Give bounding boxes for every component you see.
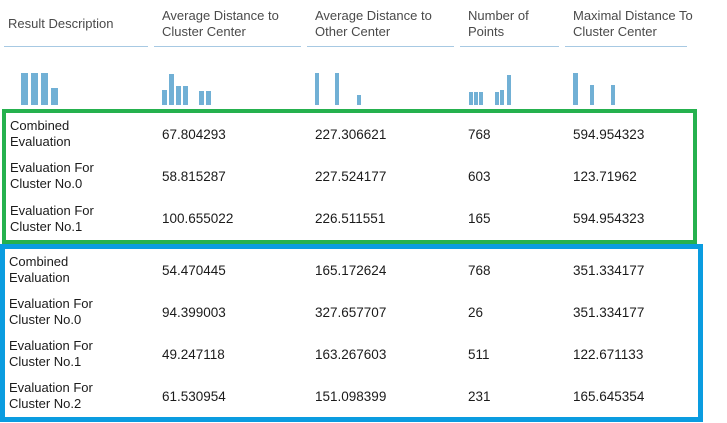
histogram-bar (500, 90, 504, 105)
cell-value: 351.334177 (573, 304, 645, 320)
cell-value: 227.524177 (315, 168, 387, 184)
histogram-bar (31, 73, 38, 105)
table-row: Evaluation For Cluster No.2 61.530954 151.… (5, 375, 698, 417)
histogram-bar (590, 85, 594, 105)
histogram-bar (199, 91, 204, 105)
cell-value: 594.954323 (573, 126, 645, 142)
histogram-bar (169, 74, 174, 105)
cell-result-description: Combined Evaluation (9, 254, 70, 285)
cell-value: 231 (468, 388, 491, 404)
table-row: Evaluation For Cluster No.1 100.655022 226… (6, 198, 693, 240)
column-header: Average Distance to Cluster Center (162, 7, 279, 39)
column-histogram[interactable] (565, 47, 727, 105)
green-group-box: Combined Evaluation 67.804293 227.306621 76… (2, 109, 697, 244)
column-header: Result Description (8, 15, 114, 31)
cell-value: 165.645354 (573, 388, 645, 404)
column-histogram[interactable] (154, 47, 307, 105)
cell-value: 26 (468, 304, 484, 320)
table-header-row: Result Description Average Distance to Cl… (0, 0, 727, 44)
table-row: Evaluation For Cluster No.0 58.815287 227.… (6, 155, 693, 197)
cell-value: 351.334177 (573, 262, 645, 278)
header-underline (307, 46, 454, 47)
column-histogram[interactable] (0, 47, 154, 105)
cell-value: 123.71962 (573, 168, 637, 184)
header-underline (4, 46, 148, 47)
column-histogram[interactable] (460, 47, 565, 105)
cell-result-description: Combined Evaluation (10, 118, 71, 150)
histogram-bar (479, 92, 483, 105)
cell-value: 67.804293 (162, 126, 226, 142)
cell-value: 227.306621 (315, 126, 387, 142)
histogram-bar (41, 73, 48, 105)
blue-group-box: Combined Evaluation 54.470445 165.172624 76… (0, 244, 703, 422)
histogram-bar (335, 73, 339, 105)
cell-result-description: Evaluation For Cluster No.0 (10, 160, 94, 192)
histogram-bar (507, 75, 511, 105)
histogram-bar (474, 92, 478, 105)
cell-result-description: Evaluation For Cluster No.2 (9, 380, 93, 411)
cell-value: 165.172624 (315, 262, 387, 278)
header-divider (0, 46, 727, 47)
histogram-bar (611, 85, 615, 105)
cell-value: 768 (468, 126, 491, 142)
header-underline (460, 46, 559, 47)
cell-value: 226.511551 (315, 211, 386, 227)
cell-value: 327.657707 (315, 304, 387, 320)
row-groups: Combined Evaluation 67.804293 227.306621 76… (0, 109, 727, 422)
table-row: Combined Evaluation 54.470445 165.172624 76… (5, 249, 698, 291)
cell-value: 94.399003 (162, 304, 226, 320)
cell-value: 61.530954 (162, 388, 226, 404)
header-underline (565, 46, 687, 47)
column-header: Average Distance to Other Center (315, 7, 432, 39)
table-row: Combined Evaluation 67.804293 227.306621 76… (6, 113, 693, 155)
histogram-bar (176, 86, 181, 105)
cell-value: 511 (468, 346, 490, 362)
cell-value: 54.470445 (162, 262, 226, 278)
histogram-bar (162, 90, 167, 105)
cell-result-description: Evaluation For Cluster No.1 (10, 202, 94, 234)
histogram-bar (573, 73, 578, 105)
cell-value: 58.815287 (162, 168, 226, 184)
histogram-bar (51, 88, 58, 105)
column-header: Number of Points (468, 7, 529, 39)
cell-result-description: Evaluation For Cluster No.0 (9, 296, 93, 327)
cell-value: 768 (468, 262, 491, 278)
cell-value: 594.954323 (573, 211, 645, 227)
cell-value: 163.267603 (315, 346, 387, 362)
histogram-bar (357, 95, 361, 105)
cell-value: 151.098399 (315, 388, 387, 404)
column-header: Maximal Distance To Cluster Center (573, 7, 693, 39)
column-histogram[interactable] (307, 47, 460, 105)
histogram-bar (469, 92, 473, 105)
histogram-bar (21, 73, 28, 105)
histogram-bar (206, 91, 211, 105)
cell-value: 165 (468, 211, 491, 227)
cell-value: 100.655022 (162, 211, 234, 227)
cell-value: 49.247118 (162, 346, 225, 362)
histogram-bar (315, 73, 319, 105)
cell-value: 122.671133 (573, 346, 644, 362)
table-row: Evaluation For Cluster No.0 94.399003 327.… (5, 291, 698, 333)
histogram-bar (183, 86, 188, 105)
cell-result-description: Evaluation For Cluster No.1 (9, 338, 93, 369)
header-underline (154, 46, 301, 47)
histogram-row (0, 47, 727, 109)
table-row: Evaluation For Cluster No.1 49.247118 163.… (5, 333, 698, 375)
cell-value: 603 (468, 168, 491, 184)
histogram-bar (495, 92, 499, 105)
